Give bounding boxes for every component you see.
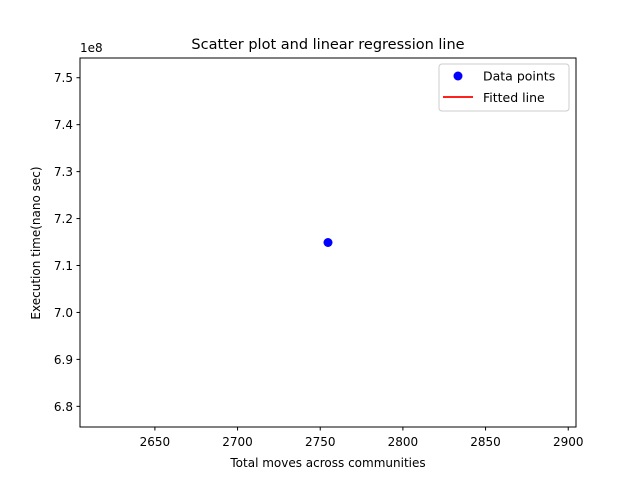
chart-title: Scatter plot and linear regression line [191,37,464,53]
y-tick-label: 7.3 [54,165,73,179]
x-axis-label: Total moves across communities [229,456,425,470]
y-tick-label: 7.0 [54,306,73,320]
y-tick-label: 7.1 [54,259,73,273]
x-axis-ticks: 2650 2700 2750 2800 2850 2900 [140,427,584,449]
x-tick-label: 2700 [222,435,253,449]
x-tick-label: 2750 [305,435,336,449]
y-axis-ticks: 6.8 6.9 7.0 7.1 7.2 7.3 7.4 7.5 [54,71,80,414]
legend-label-fitted-line: Fitted line [483,90,545,105]
x-tick-label: 2650 [140,435,171,449]
legend-label-data-points: Data points [483,69,555,84]
x-tick-label: 2850 [470,435,501,449]
y-tick-label: 7.5 [54,71,73,85]
x-tick-label: 2900 [553,435,584,449]
plot-area-frame [79,57,577,428]
y-tick-label: 6.8 [54,400,73,414]
legend-marker-data-points [453,71,463,81]
y-tick-label: 7.4 [54,118,73,132]
x-tick-label: 2800 [388,435,419,449]
legend: Data points Fitted line [438,63,570,112]
y-axis-label: Execution time(nano sec) [29,166,43,319]
y-tick-label: 6.9 [54,353,73,367]
y-offset-label: 1e8 [80,41,103,55]
data-point [323,238,333,247]
legend-box [438,63,570,112]
y-tick-label: 7.2 [54,212,73,226]
plot-marks [323,238,333,247]
